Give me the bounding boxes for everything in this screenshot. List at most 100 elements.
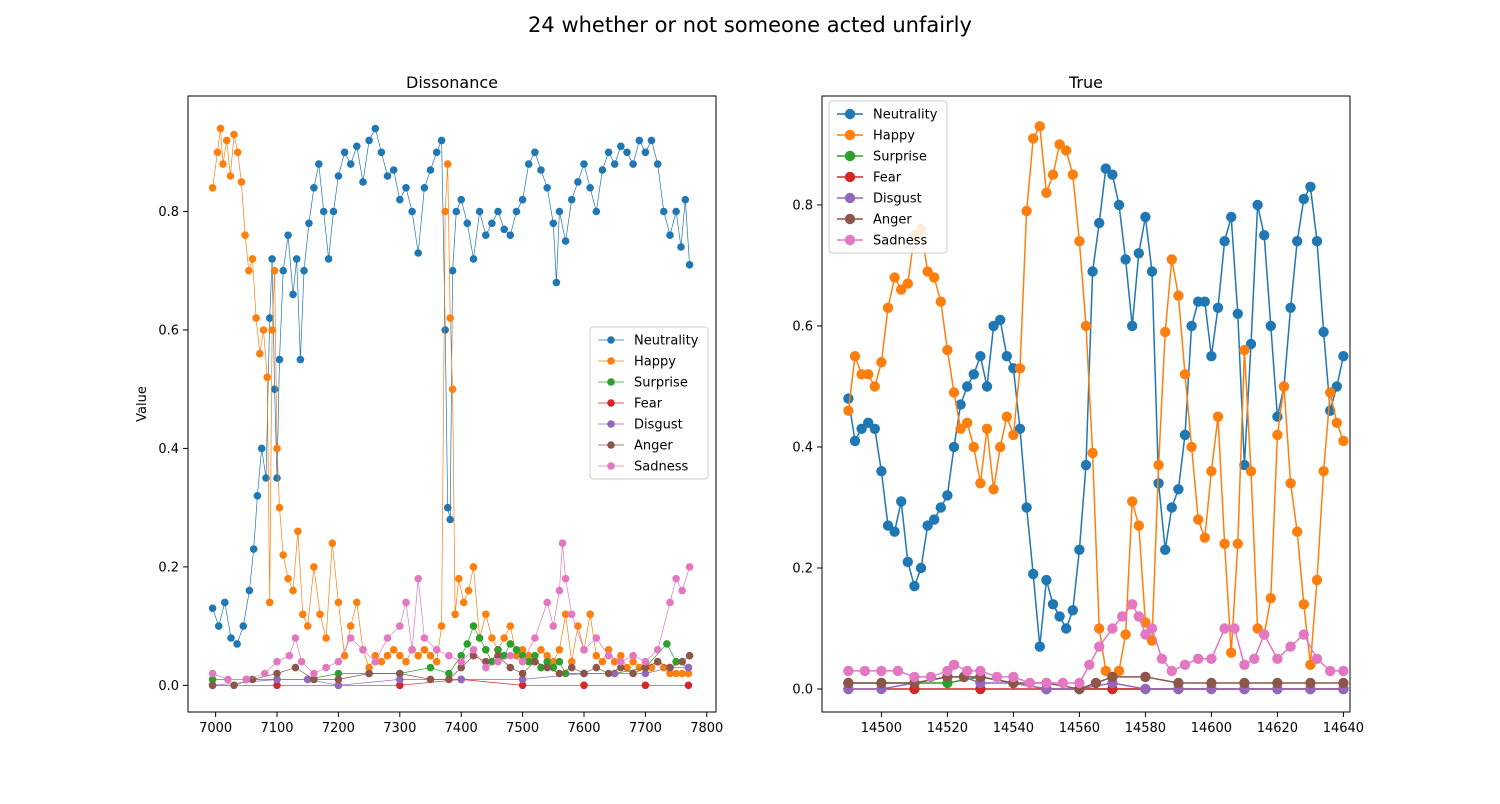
- data-point: [555, 657, 564, 666]
- y-tick-label: 0.4: [792, 440, 813, 455]
- data-point: [1311, 574, 1323, 586]
- data-point: [346, 160, 355, 168]
- data-point: [684, 681, 693, 690]
- data-point: [1338, 677, 1349, 689]
- data-point: [629, 651, 637, 660]
- data-point: [635, 136, 644, 145]
- data-point: [396, 669, 404, 678]
- data-point: [420, 634, 429, 642]
- data-point: [289, 586, 297, 595]
- data-point: [1278, 381, 1290, 392]
- data-point: [1067, 169, 1079, 180]
- data-point: [1239, 344, 1250, 356]
- data-point: [1074, 236, 1085, 247]
- data-point: [561, 610, 570, 619]
- data-point: [1140, 629, 1151, 640]
- data-point: [500, 225, 509, 234]
- data-point: [922, 520, 933, 531]
- data-point: [1179, 659, 1191, 670]
- data-point: [1229, 623, 1240, 634]
- data-point: [227, 634, 235, 642]
- data-point: [1193, 653, 1204, 664]
- data-point: [1133, 248, 1145, 259]
- data-point: [494, 646, 502, 654]
- data-point: [420, 184, 429, 192]
- data-point: [420, 646, 429, 654]
- x-tick-label: 7300: [383, 721, 416, 736]
- data-point: [448, 266, 457, 275]
- data-point: [334, 172, 343, 180]
- data-point: [1311, 653, 1323, 664]
- data-point: [506, 231, 515, 239]
- data-point: [592, 663, 601, 672]
- data-point: [208, 675, 217, 684]
- data-point: [915, 562, 927, 574]
- data-point: [275, 503, 284, 512]
- data-point: [537, 646, 545, 654]
- data-point: [1318, 466, 1329, 477]
- data-point: [876, 665, 887, 677]
- data-point: [359, 178, 367, 186]
- data-point: [230, 130, 238, 139]
- data-point: [843, 665, 854, 677]
- data-point: [1061, 145, 1072, 156]
- data-point: [242, 675, 251, 684]
- data-point: [488, 219, 496, 228]
- data-point: [1028, 568, 1039, 580]
- data-point: [253, 492, 262, 500]
- data-point: [555, 586, 564, 595]
- data-point: [383, 634, 392, 642]
- x-tick-label: 14580: [1125, 721, 1166, 736]
- data-point: [1047, 599, 1059, 610]
- data-point: [426, 675, 435, 684]
- legend-marker: [607, 336, 615, 344]
- data-point: [935, 296, 946, 307]
- data-point: [666, 598, 674, 607]
- data-point: [1186, 441, 1197, 453]
- legend-marker: [844, 108, 856, 120]
- data-point: [843, 405, 854, 416]
- data-point: [408, 646, 416, 654]
- data-point: [925, 671, 937, 683]
- data-point: [531, 651, 539, 660]
- data-point: [1219, 236, 1230, 247]
- data-point: [1014, 423, 1026, 434]
- data-point: [402, 657, 410, 666]
- data-point: [1338, 665, 1349, 677]
- data-point: [1292, 236, 1303, 247]
- data-point: [284, 574, 292, 583]
- data-point: [414, 574, 423, 583]
- x-tick-label: 14640: [1323, 721, 1364, 736]
- data-point: [216, 124, 225, 133]
- data-point: [1074, 544, 1085, 555]
- data-point: [255, 349, 264, 358]
- data-point: [882, 302, 894, 313]
- data-point: [1133, 611, 1145, 622]
- data-point: [426, 663, 435, 672]
- data-point: [441, 326, 450, 334]
- data-point: [396, 622, 404, 630]
- legend-entry-surprise: Surprise: [873, 150, 927, 165]
- data-point: [365, 669, 373, 678]
- data-point: [981, 423, 993, 434]
- legend-entry-sadness: Sadness: [634, 460, 688, 475]
- data-point: [1199, 532, 1211, 543]
- data-point: [1219, 538, 1230, 549]
- plot-area: [843, 121, 1349, 695]
- data-point: [432, 657, 441, 666]
- data-point: [1179, 369, 1191, 380]
- data-point: [677, 243, 685, 251]
- data-point: [1087, 266, 1098, 277]
- data-point: [889, 526, 900, 537]
- data-point: [1305, 181, 1316, 192]
- data-point: [666, 231, 674, 239]
- data-point: [464, 586, 473, 595]
- data-point: [316, 610, 324, 619]
- data-point: [524, 160, 533, 168]
- data-point: [610, 160, 619, 168]
- data-point: [849, 435, 861, 447]
- data-point: [408, 207, 416, 216]
- data-point: [1127, 320, 1138, 332]
- data-point: [531, 634, 539, 642]
- y-tick-label: 0.2: [792, 561, 813, 576]
